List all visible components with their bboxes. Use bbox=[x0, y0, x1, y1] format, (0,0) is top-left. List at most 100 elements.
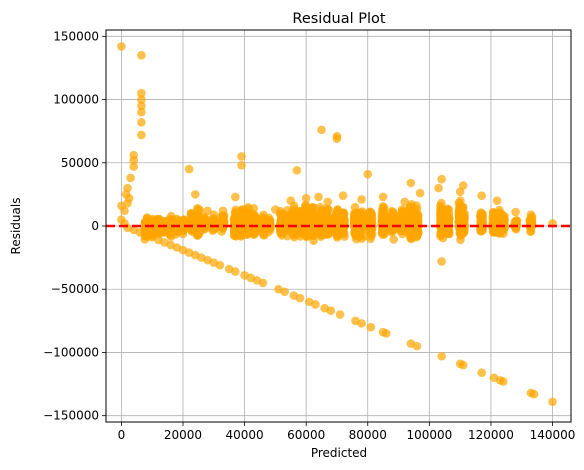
x-axis-ticks: 0 20000 40000 60000 80000 100000 120000 140000 bbox=[118, 422, 576, 442]
data-point bbox=[442, 213, 451, 223]
data-point bbox=[412, 204, 422, 214]
data-point bbox=[378, 230, 388, 240]
data-point bbox=[396, 211, 405, 221]
data-point bbox=[203, 206, 212, 216]
data-point bbox=[237, 161, 246, 170]
data-point bbox=[292, 166, 302, 175]
data-point bbox=[400, 197, 410, 207]
data-point bbox=[389, 235, 399, 244]
data-point bbox=[137, 118, 146, 127]
data-point bbox=[444, 228, 454, 238]
data-point bbox=[309, 236, 318, 246]
data-point bbox=[117, 42, 126, 51]
data-point bbox=[412, 231, 422, 241]
plot-frame bbox=[105, 29, 572, 423]
data-point bbox=[548, 397, 557, 407]
data-point bbox=[412, 216, 421, 225]
data-point bbox=[137, 130, 146, 140]
data-point bbox=[365, 207, 374, 217]
data-point bbox=[378, 215, 388, 225]
data-point bbox=[137, 95, 146, 104]
data-point bbox=[184, 164, 194, 174]
data-point bbox=[129, 155, 139, 165]
data-point bbox=[308, 227, 317, 236]
data-point bbox=[357, 319, 366, 328]
data-point bbox=[363, 169, 373, 179]
data-point bbox=[231, 192, 240, 202]
data-point bbox=[357, 207, 367, 216]
data-point bbox=[498, 377, 508, 386]
data-point bbox=[340, 232, 349, 241]
data-point bbox=[357, 225, 366, 234]
data-point bbox=[324, 229, 334, 239]
data-point bbox=[152, 214, 162, 224]
data-point bbox=[309, 203, 318, 212]
data-point bbox=[129, 162, 139, 171]
data-point bbox=[317, 125, 326, 135]
y-tick-label: −100000 bbox=[43, 345, 99, 359]
y-tick-label: 100000 bbox=[53, 93, 99, 107]
y-tick-label: 150000 bbox=[53, 29, 99, 43]
chart-title: Residual Plot bbox=[292, 11, 385, 27]
data-point bbox=[511, 216, 521, 226]
data-point bbox=[301, 193, 311, 203]
y-axis-ticks: −150000 −100000 −50000 0 50000 100000 150000 bbox=[43, 29, 106, 423]
data-point bbox=[308, 221, 317, 230]
data-point bbox=[444, 205, 454, 215]
data-point bbox=[137, 107, 146, 117]
y-tick-label: 50000 bbox=[61, 156, 99, 170]
data-point bbox=[367, 214, 377, 223]
data-point bbox=[460, 211, 469, 220]
x-tick-label: 60000 bbox=[287, 428, 325, 442]
data-point bbox=[458, 203, 467, 213]
data-point bbox=[186, 208, 196, 218]
data-point bbox=[323, 205, 333, 215]
data-point bbox=[526, 226, 536, 236]
data-point bbox=[194, 205, 203, 214]
x-tick-label: 140000 bbox=[530, 428, 576, 442]
data-point bbox=[120, 206, 129, 216]
data-point bbox=[165, 216, 174, 225]
data-point bbox=[332, 134, 342, 144]
data-point bbox=[338, 191, 348, 200]
data-point bbox=[249, 220, 259, 229]
x-tick-label: 80000 bbox=[349, 428, 387, 442]
x-tick-label: 20000 bbox=[164, 428, 202, 442]
data-point bbox=[378, 192, 388, 202]
y-tick-label: −150000 bbox=[43, 409, 99, 423]
data-point bbox=[381, 329, 391, 338]
data-point bbox=[249, 203, 259, 213]
x-tick-label: 100000 bbox=[406, 428, 452, 442]
data-point bbox=[280, 287, 289, 297]
data-point bbox=[323, 197, 333, 207]
data-point bbox=[400, 226, 410, 236]
data-point bbox=[511, 207, 520, 217]
data-point bbox=[458, 360, 468, 370]
data-point bbox=[311, 300, 320, 309]
data-point bbox=[191, 190, 200, 199]
data-point bbox=[366, 322, 376, 332]
data-point bbox=[437, 257, 446, 266]
data-point bbox=[271, 205, 280, 214]
y-tick-label: −50000 bbox=[51, 282, 99, 296]
data-point bbox=[286, 196, 296, 206]
data-point bbox=[526, 210, 536, 219]
data-point bbox=[165, 228, 174, 238]
data-point bbox=[237, 152, 246, 161]
data-point bbox=[529, 389, 539, 399]
data-point bbox=[314, 192, 323, 202]
data-point bbox=[309, 211, 318, 221]
data-point bbox=[137, 88, 146, 98]
data-point bbox=[412, 341, 422, 351]
y-axis-label: Residuals bbox=[9, 198, 23, 255]
data-point bbox=[477, 368, 486, 377]
data-point bbox=[209, 210, 219, 219]
data-point bbox=[492, 196, 502, 206]
data-point bbox=[219, 216, 229, 225]
data-point bbox=[326, 306, 336, 316]
data-point bbox=[250, 228, 260, 238]
data-point bbox=[137, 101, 146, 111]
data-point bbox=[477, 191, 486, 200]
data-point bbox=[357, 234, 366, 243]
